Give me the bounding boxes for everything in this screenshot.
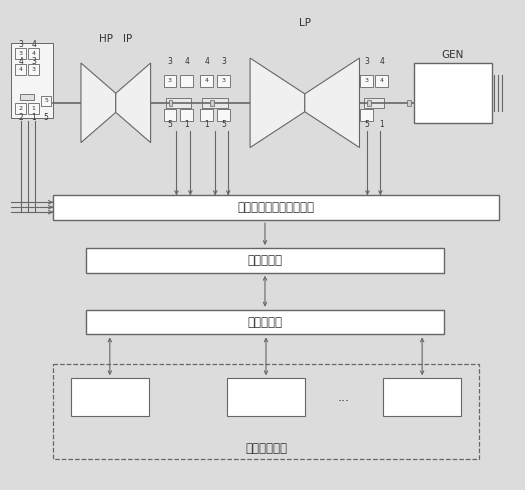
Bar [86,248,444,273]
Bar [201,75,213,87]
Text: 3: 3 [221,56,226,66]
Bar [15,103,26,114]
Text: ...: ... [338,391,350,404]
Bar [407,100,411,106]
Polygon shape [305,58,360,147]
Bar [217,109,230,121]
Bar [28,64,39,75]
Bar [217,75,230,87]
Text: 3: 3 [19,51,23,56]
Bar [181,109,193,121]
Bar [28,103,39,114]
Text: 4: 4 [18,56,23,66]
Text: 5: 5 [44,113,49,122]
Text: 3: 3 [222,78,226,83]
Text: GEN: GEN [442,50,464,60]
Bar [364,98,384,108]
Text: 4: 4 [32,40,36,49]
Text: 3: 3 [32,56,36,66]
Text: 1: 1 [32,113,36,122]
Text: 3: 3 [168,78,172,83]
Text: 汽轮机热工保护系统接口: 汽轮机热工保护系统接口 [237,201,314,214]
Text: 用户端浏览器: 用户端浏览器 [245,442,287,455]
Bar [15,64,26,75]
Text: 2: 2 [19,106,23,111]
Bar [15,48,26,59]
Bar [41,96,51,106]
Bar [163,109,176,121]
Text: 3: 3 [32,67,36,72]
Bar [53,196,499,220]
Text: 4: 4 [204,56,209,66]
Text: 4: 4 [380,56,384,66]
Polygon shape [116,63,151,143]
Text: 5: 5 [221,120,226,129]
Bar [211,100,214,106]
Bar [368,100,371,106]
Polygon shape [250,58,305,147]
Bar [20,94,34,100]
Bar [361,109,373,121]
Text: 4: 4 [380,78,384,83]
Bar [169,100,173,106]
Text: 5: 5 [167,120,172,129]
Bar [414,63,492,122]
Bar [181,75,193,87]
Text: 3: 3 [167,56,172,66]
Text: 5: 5 [44,98,48,103]
Text: 3: 3 [18,40,23,49]
Text: IP: IP [123,34,132,44]
Polygon shape [81,63,116,143]
Bar [28,48,39,59]
Bar [53,365,479,459]
Text: 1: 1 [204,120,209,129]
Text: 计算服务器: 计算服务器 [247,254,282,267]
Text: 4: 4 [184,56,190,66]
Bar [165,98,192,108]
Bar [375,75,388,87]
Text: 1: 1 [32,106,36,111]
Text: 2: 2 [18,113,23,122]
Text: 5: 5 [364,120,370,129]
Bar [12,43,53,118]
Bar [71,378,149,416]
Text: 4: 4 [19,67,23,72]
Text: 网页服务器: 网页服务器 [247,316,282,329]
Bar [227,378,305,416]
Bar [163,75,176,87]
Bar [361,75,373,87]
Bar [383,378,461,416]
Text: 1: 1 [380,120,384,129]
Text: LP: LP [299,18,311,28]
Text: 4: 4 [205,78,209,83]
Text: 1: 1 [184,120,190,129]
Text: 3: 3 [364,56,370,66]
Text: 4: 4 [32,51,36,56]
Bar [202,98,228,108]
Text: HP: HP [99,34,113,44]
Bar [201,109,213,121]
Text: 3: 3 [365,78,369,83]
Bar [86,310,444,335]
